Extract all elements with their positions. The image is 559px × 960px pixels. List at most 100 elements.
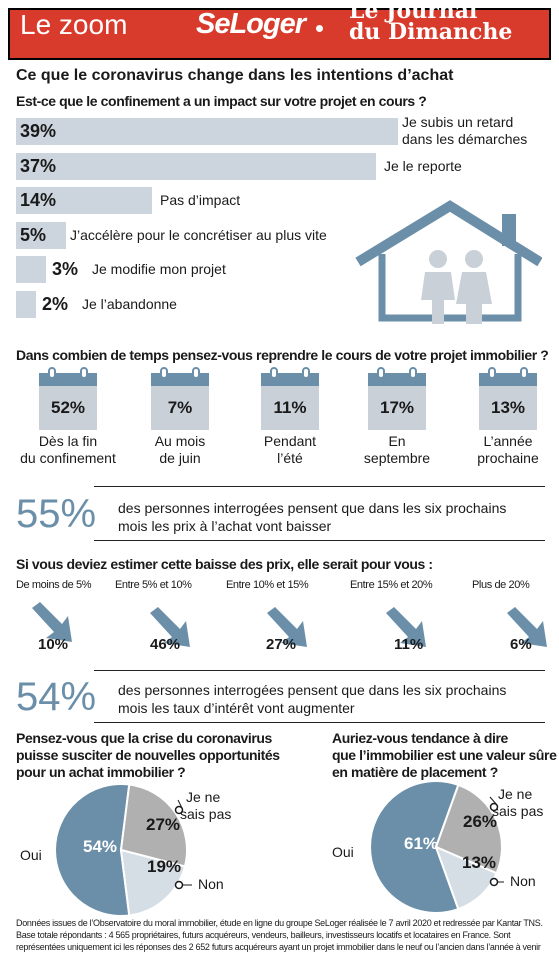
pie-slice bbox=[119, 848, 187, 917]
calendar-ring bbox=[80, 367, 88, 379]
down-right-arrow-icon bbox=[267, 607, 307, 647]
bar-category-label: Je modifie mon projet bbox=[92, 261, 226, 277]
question-3: Si vous deviez estimer cette baisse des … bbox=[16, 556, 433, 572]
bar-category-label-line: Je subis un retard bbox=[402, 114, 514, 130]
pie-slice bbox=[54, 783, 131, 917]
pie-value-label: 26% bbox=[463, 812, 497, 831]
calendar-body bbox=[151, 386, 209, 430]
pie-value-label: 19% bbox=[147, 857, 181, 876]
calendar-category-label: Au mois de juin bbox=[120, 433, 240, 467]
stat-55-line2: mois les prix à l’achat vont baisser bbox=[118, 518, 332, 534]
divider bbox=[94, 540, 545, 541]
calendar-body bbox=[39, 386, 97, 430]
pie-category-label: Non bbox=[510, 873, 536, 889]
house-family-icon bbox=[355, 200, 542, 324]
pie-leader-line bbox=[489, 796, 498, 806]
calendar-category-label-line: Au mois bbox=[154, 433, 206, 449]
question-5-line1: Auriez-vous tendance à dire bbox=[332, 730, 508, 746]
impact-bar-chart: 39% Je subis un retard dans les démarches 3… bbox=[0, 0, 559, 330]
stat-55-value: 55% bbox=[16, 492, 97, 536]
calendar-ring bbox=[48, 367, 56, 379]
calendar-body bbox=[479, 386, 537, 430]
calendar-ring bbox=[302, 367, 310, 379]
pie-category-label: Je ne bbox=[498, 786, 532, 802]
calendar-category-label: Pendant l’été bbox=[230, 433, 350, 467]
pie-slice bbox=[369, 780, 460, 914]
calendar-body bbox=[261, 386, 319, 430]
pie-category-label: Oui bbox=[20, 847, 42, 863]
price-drop-value-label: 10% bbox=[38, 636, 69, 653]
bar-category-label: Je l’abandonne bbox=[82, 295, 177, 312]
timing-calendar-chart: 52% Dès la fin du confinement 7% Au mois de j… bbox=[8, 367, 539, 467]
divider bbox=[94, 486, 545, 487]
question-2: Dans combien de temps pensez-vous repren… bbox=[16, 347, 549, 363]
calendar-category-label-line: septembre bbox=[363, 450, 431, 466]
calendar-value-label: 52% bbox=[50, 398, 86, 417]
calendar-category-label-line: Dès la fin bbox=[38, 433, 98, 449]
calendar-body bbox=[368, 386, 426, 430]
calendar-category-label-line: prochaine bbox=[477, 450, 539, 466]
question-4-line2: puisse susciter de nouvelles opportunité… bbox=[16, 747, 280, 763]
jdd-logo-line2: du Dimanche bbox=[349, 19, 513, 45]
calendar-value-label: 11% bbox=[273, 398, 307, 417]
pie-category-label: Non bbox=[198, 876, 224, 892]
price-drop-value-label: 6% bbox=[510, 636, 532, 653]
question-4: Pensez-vous que la crise du coronavirus … bbox=[16, 730, 280, 781]
pie-leader-dot bbox=[174, 880, 184, 890]
header-banner bbox=[8, 8, 551, 60]
bar-category-label: J’accélère pour le concrétiser au plus v… bbox=[70, 226, 327, 243]
question-4-line1: Pensez-vous que la crise du coronavirus bbox=[16, 730, 272, 746]
pie-category-label: Je ne bbox=[186, 789, 220, 805]
calendar-ring bbox=[488, 367, 496, 379]
bar-value-label: 37% bbox=[20, 155, 57, 176]
pie-value-label: 54% bbox=[83, 837, 117, 856]
calendar-category-label-line: L’année bbox=[483, 433, 533, 449]
stat-54-line1: des personnes interrogées pensent que da… bbox=[118, 682, 507, 698]
stat-55-line1: des personnes interrogées pensent que da… bbox=[118, 500, 507, 516]
pie-category-label: sais pas bbox=[492, 803, 543, 819]
down-right-arrow-icon bbox=[150, 607, 190, 647]
pie-category-label: Oui bbox=[332, 844, 354, 860]
calendar-category-label-line: du confinement bbox=[20, 450, 116, 466]
calendar-value-label: 13% bbox=[490, 398, 526, 417]
calendar-value-label: 7% bbox=[167, 398, 193, 417]
price-drop-value-label: 11% bbox=[394, 636, 424, 653]
bar-value-label: 39% bbox=[20, 121, 57, 141]
pie-value-label: 61% bbox=[404, 834, 438, 853]
bar-category-label: Je le reporte bbox=[384, 157, 462, 174]
footnote-line2: Base totale répondants : 4 565 propriéta… bbox=[16, 930, 511, 940]
calendar-category-label: Dès la fin du confinement bbox=[8, 433, 128, 467]
bar bbox=[16, 290, 36, 318]
price-drop-chart: De moins de 5% 10% Entre 5% et 10% 46% Entre… bbox=[16, 579, 547, 653]
question-4-line3: pour un achat immobilier ? bbox=[16, 764, 186, 780]
pie-slice bbox=[119, 783, 188, 868]
price-drop-category-label: De moins de 5% bbox=[16, 579, 92, 591]
question-5: Auriez-vous tendance à dire que l’immobi… bbox=[332, 730, 557, 781]
jdd-logo-line1: Le Journal bbox=[349, 0, 478, 24]
pie-value-label: 13% bbox=[462, 853, 496, 872]
pie-category-label: sais pas bbox=[180, 806, 231, 822]
bar bbox=[16, 256, 46, 283]
page-title: Ce que le coronavirus change dans les in… bbox=[16, 67, 454, 84]
bar-value-label: 3% bbox=[52, 259, 79, 279]
section-tag: Le zoom bbox=[20, 9, 128, 40]
calendar-ring bbox=[377, 367, 385, 379]
stat-55-text: des personnes interrogées pensent que da… bbox=[118, 499, 506, 535]
calendar-ring bbox=[409, 367, 417, 379]
calendar-category-label-line: l’été bbox=[277, 450, 303, 466]
seloger-logo: SeLoger bbox=[196, 8, 306, 40]
pie-leader-dot bbox=[489, 877, 499, 887]
bar-category-label: Je subis un retard dans les démarches bbox=[402, 114, 527, 148]
footnote: Données issues de l’Observatoire du mora… bbox=[16, 917, 556, 953]
calendar-category-label-line: de juin bbox=[159, 450, 201, 466]
question-1: Est-ce que le confinement a un impact su… bbox=[16, 93, 427, 109]
price-drop-value-label: 27% bbox=[266, 636, 297, 653]
down-right-arrow-icon bbox=[386, 607, 426, 647]
down-right-arrow-icon bbox=[32, 602, 72, 642]
bar bbox=[16, 152, 376, 180]
stat-54-value: 54% bbox=[16, 675, 97, 719]
footnote-line3: représentées uniquement ici les réponses… bbox=[16, 942, 541, 952]
down-right-arrow-icon bbox=[507, 607, 547, 647]
stat-54-line2: mois les taux d’intérêt vont augmenter bbox=[118, 700, 355, 716]
